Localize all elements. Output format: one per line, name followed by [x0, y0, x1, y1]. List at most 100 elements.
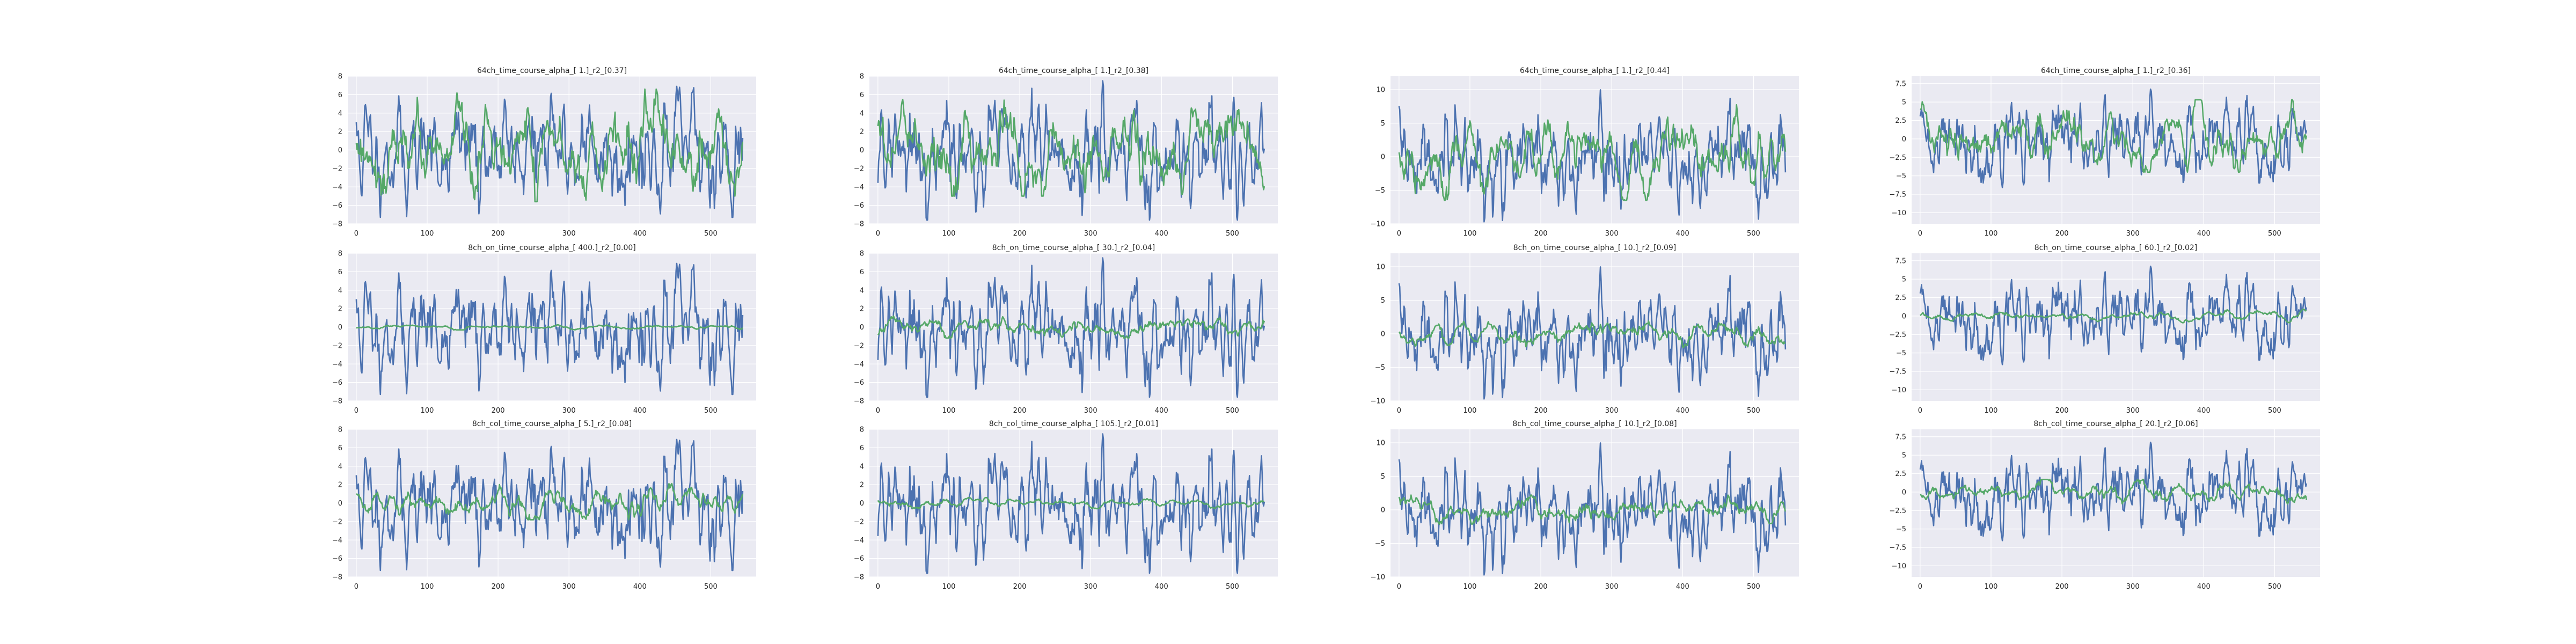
subplot-8: 0 100 200 300 400 500 −10 −7.5 −5 −2.5 0 2.5 5 7.5 8ch… — [1889, 244, 2320, 415]
x-tick-label: 200 — [492, 230, 505, 238]
y-tick-label: −6 — [332, 202, 342, 210]
x-tick-label: 100 — [1985, 583, 1998, 591]
x-tick-label: 200 — [1534, 407, 1548, 415]
series-line-green — [1398, 494, 1787, 525]
x-tick-label: 200 — [1013, 583, 1027, 591]
subplot-4: 0 100 200 300 400 500 −10 −7.5 −5 −2.5 0 2.5 5 7.5 64c… — [1889, 67, 2320, 238]
x-tick-label: 400 — [1155, 583, 1168, 591]
subplot-6: 0 100 200 300 400 500 −8 −6 −4 −2 0 2 4 6 8 8ch_on_time… — [854, 244, 1278, 415]
y-tick-label: −10 — [1371, 574, 1385, 582]
y-tick-label: −10 — [1892, 562, 1906, 570]
subplot-2: 0 100 200 300 400 500 −8 −6 −4 −2 0 2 4 6 8 64ch_time_c… — [854, 67, 1278, 238]
y-tick-label: 10 — [1376, 86, 1385, 94]
subplot-7: 0 100 200 300 400 500 −10 −5 0 5 10 8ch_on_time_cou… — [1371, 244, 1799, 415]
series-line-green — [356, 324, 744, 331]
y-tick-label: −10 — [1371, 398, 1385, 406]
x-tick-label: 0 — [1918, 230, 1922, 238]
x-tick-label: 0 — [354, 407, 358, 415]
x-tick-label: 300 — [2126, 407, 2140, 415]
x-tick-label: 500 — [2268, 583, 2281, 591]
x-tick-label: 500 — [1747, 407, 1760, 415]
x-tick-label: 500 — [1226, 230, 1239, 238]
y-tick-label: 0 — [1381, 331, 1385, 339]
x-tick-label: 400 — [1676, 230, 1689, 238]
series-line-blue — [1919, 265, 2308, 365]
y-tick-label: −8 — [854, 574, 864, 582]
subplot-title: 8ch_col_time_course_alpha_[ 10.]_r2_[0.0… — [1512, 420, 1677, 428]
x-tick-label: 400 — [2197, 583, 2211, 591]
y-tick-label: 2 — [860, 305, 864, 313]
series-line-green — [877, 315, 1265, 339]
x-tick-label: 100 — [421, 230, 434, 238]
x-tick-label: 200 — [1534, 230, 1548, 238]
x-tick-label: 100 — [421, 407, 434, 415]
x-tick-label: 0 — [354, 583, 358, 591]
y-tick-label: 2.5 — [1895, 117, 1906, 125]
y-tick-label: −5 — [1896, 172, 1906, 180]
y-tick-label: −8 — [332, 398, 342, 406]
series-line-green — [1920, 479, 2308, 505]
y-tick-label: 5 — [1902, 452, 1906, 460]
subplot-title: 8ch_on_time_course_alpha_[ 10.]_r2_[0.09… — [1513, 244, 1677, 252]
y-tick-label: 8 — [338, 250, 342, 258]
y-tick-label: 8 — [860, 426, 864, 434]
subplot-12: 0 100 200 300 400 500 −10 −7.5 −5 −2.5 0 2.5 5 7.5 8ch… — [1889, 420, 2320, 591]
y-tick-label: 4 — [860, 463, 864, 471]
subplot-title: 8ch_col_time_course_alpha_[ 105.]_r2_[0.… — [989, 420, 1158, 428]
x-tick-label: 100 — [1463, 583, 1477, 591]
x-tick-label: 500 — [1747, 230, 1760, 238]
y-tick-label: 4 — [338, 109, 342, 118]
x-tick-label: 400 — [2197, 230, 2211, 238]
x-tick-label: 300 — [562, 230, 576, 238]
series-line-blue — [355, 438, 744, 572]
x-tick-label: 400 — [633, 407, 647, 415]
y-tick-label: 0 — [1381, 507, 1385, 515]
series-line-green — [1920, 309, 2307, 324]
y-tick-label: −5 — [1375, 364, 1385, 372]
y-tick-label: 10 — [1376, 264, 1385, 272]
x-tick-label: 100 — [1463, 407, 1477, 415]
x-tick-label: 200 — [2055, 230, 2069, 238]
y-tick-label: −5 — [1375, 187, 1385, 195]
y-tick-label: 2 — [338, 128, 342, 136]
y-tick-label: 2 — [338, 481, 342, 489]
x-tick-label: 200 — [1013, 407, 1027, 415]
x-tick-label: 0 — [876, 583, 880, 591]
subplot-title: 8ch_col_time_course_alpha_[ 5.]_r2_[0.08… — [472, 420, 632, 428]
x-tick-label: 0 — [876, 407, 880, 415]
y-tick-label: −10 — [1892, 386, 1906, 394]
y-tick-label: −2.5 — [1889, 331, 1906, 339]
y-tick-label: 2 — [860, 481, 864, 489]
series-line-green — [877, 496, 1265, 510]
y-tick-label: 0 — [338, 147, 342, 155]
subplot-title: 8ch_on_time_course_alpha_[ 400.]_r2_[0.0… — [468, 244, 635, 252]
y-tick-label: −7.5 — [1889, 544, 1906, 552]
y-tick-label: 2 — [338, 305, 342, 313]
x-tick-label: 400 — [2197, 407, 2211, 415]
y-tick-label: 6 — [860, 444, 864, 452]
y-tick-label: −10 — [1892, 209, 1906, 217]
y-tick-label: 4 — [338, 463, 342, 471]
y-tick-label: −6 — [332, 555, 342, 563]
y-tick-label: −7.5 — [1889, 191, 1906, 199]
subplot-title: 64ch_time_course_alpha_[ 1.]_r2_[0.36] — [2041, 67, 2191, 75]
x-tick-label: 100 — [1985, 230, 1998, 238]
subplot-11: 0 100 200 300 400 500 −10 −5 0 5 10 8ch_col_time_co… — [1371, 420, 1799, 591]
series-line-blue — [877, 80, 1265, 221]
y-tick-label: 6 — [860, 91, 864, 99]
y-tick-label: 2.5 — [1895, 294, 1906, 302]
x-tick-label: 300 — [1605, 230, 1619, 238]
subplot-title: 8ch_on_time_course_alpha_[ 60.]_r2_[0.02… — [2035, 244, 2198, 252]
subplot-9: 0 100 200 300 400 500 −8 −6 −4 −2 0 2 4 6 8 8ch_col_tim… — [332, 420, 756, 591]
y-tick-label: −4 — [332, 537, 342, 545]
x-tick-label: 100 — [1985, 407, 1998, 415]
series-line-blue — [877, 257, 1265, 398]
x-tick-label: 300 — [1084, 583, 1097, 591]
y-tick-label: −2.5 — [1889, 154, 1906, 162]
y-tick-label: −4 — [854, 537, 864, 545]
x-tick-label: 500 — [2268, 230, 2281, 238]
y-tick-label: −10 — [1371, 221, 1385, 229]
subplot-title: 8ch_on_time_course_alpha_[ 30.]_r2_[0.04… — [992, 244, 1155, 252]
y-tick-label: 0 — [1381, 153, 1385, 162]
y-tick-label: 0 — [860, 500, 864, 508]
